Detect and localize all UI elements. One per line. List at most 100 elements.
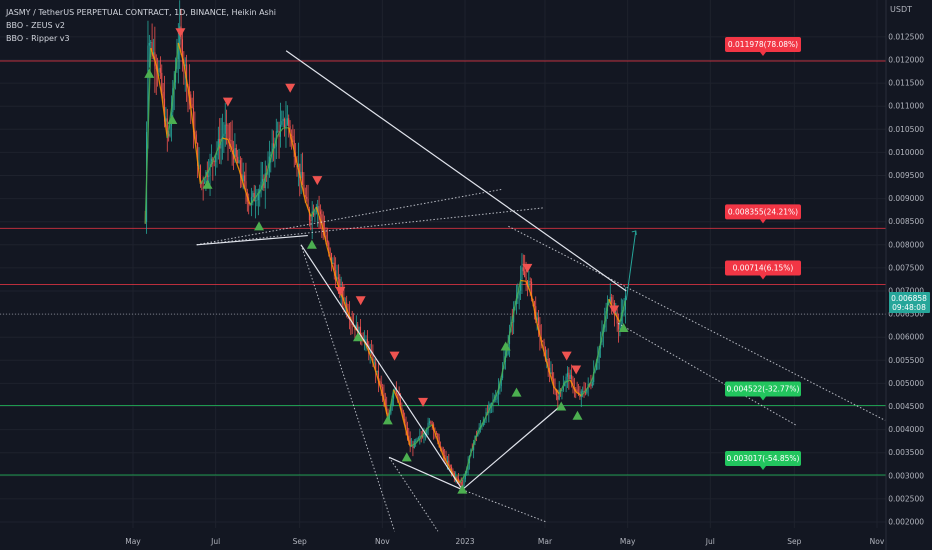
moving-average-segment [525,281,533,297]
candle-body [598,348,600,358]
buy-signal-triangle [202,179,213,189]
candle-body [238,160,240,163]
level-label-pointer [760,466,766,471]
trendline-dotted [196,207,544,246]
last-price-countdown: 09:48:08 [892,303,926,312]
candle-body [358,326,360,335]
price-tick-label: 0.007500 [888,263,924,272]
time-tick-label: Jul [210,537,220,546]
candle-body [355,324,357,331]
sell-signal-triangle [285,83,296,93]
moving-average-segment [150,47,157,65]
candle-body [401,407,403,411]
moving-average-segment [249,196,257,205]
candle-body [166,118,168,134]
candle-body [315,210,317,213]
candle-body [520,279,522,291]
sell-signal-triangle [312,176,323,186]
moving-average-segment [547,367,555,387]
candle-body [611,297,613,303]
candle-body [456,476,458,479]
candle-body [336,277,338,281]
candle-body [162,91,164,99]
candle-body [307,198,309,210]
level-label-box [725,451,801,467]
symbol-title[interactable]: JASMY / TetherUS PERPETUAL CONTRACT, 1D,… [6,8,277,17]
moving-average-segment [459,473,466,484]
price-tick-label: 0.009500 [888,171,924,180]
level-label-box [725,204,801,220]
moving-average-segment [321,224,328,249]
time-tick-label: May [620,537,636,546]
candle-body [253,192,255,201]
candle-body [332,262,334,264]
candle-body [437,433,439,438]
candle-body [572,378,574,388]
price-tick-label: 0.006000 [888,333,924,342]
moving-average-segment [514,280,522,306]
candle-body [422,436,424,438]
level-label-pointer [760,52,766,57]
candle-body [546,358,548,360]
candle-body [169,125,171,137]
price-axis-panel[interactable] [886,0,932,550]
moving-average-segment [437,440,444,457]
candle-body [341,287,344,298]
candle-body [308,209,310,221]
candle-body [226,124,228,126]
candle-body [177,44,179,60]
price-tick-label: 0.008500 [888,217,924,226]
candle-body [321,214,323,224]
sell-signal-triangle [335,287,346,296]
buy-signal-triangle [511,387,522,397]
candle-body [452,470,454,474]
candle-body [285,124,287,129]
price-tick-label: 0.010000 [888,148,924,157]
candle-body [255,200,257,202]
candle-body [284,118,286,129]
candle-body [270,154,272,157]
candle-body [242,175,244,181]
candle-body [561,390,563,392]
candle-body [368,345,370,354]
moving-average-segment [415,436,422,444]
candle-body [326,240,328,243]
candle-body [314,212,316,216]
candle-body [491,402,493,404]
candle-body [441,447,443,451]
candle-body [277,130,279,132]
moving-average-segment [448,466,455,477]
candle-body [521,267,523,280]
candle-body [571,374,573,379]
buy-signal-triangle [382,415,393,425]
candle-body [369,351,371,354]
candle-body [463,479,465,486]
trendline-dotted [617,322,796,426]
indicator-ripper[interactable]: BBO - Ripper v3 [6,34,70,43]
moving-average-segment [183,63,190,97]
candle-body [286,118,288,125]
candle-body [522,267,524,272]
sell-signal-triangle [418,397,429,407]
sell-signal-triangle [355,296,366,306]
chart-legend: JASMY / TetherUS PERPETUAL CONTRACT, 1D,… [6,6,276,45]
signal-markers [144,28,629,494]
candle-body [584,392,586,394]
candle-body [579,394,581,397]
candle-body [528,281,530,287]
buy-signal-triangle [167,115,178,125]
candle-body [550,372,552,374]
indicator-zeus[interactable]: BBO - ZEUS v2 [6,21,65,30]
candle-body [217,138,219,150]
candle-body [457,478,460,481]
time-axis[interactable]: May Jul Sep Nov 2023 Mar May Jul Sep Nov [125,537,885,546]
price-axis[interactable]: 0.012500 0.012000 0.011500 0.011000 0.010500… [888,32,924,526]
candle-body [168,133,170,137]
moving-average-segment [343,301,351,317]
buy-signal-triangle [254,221,265,231]
candle-body [442,450,444,456]
candle-body [416,438,418,441]
candle-body [379,380,381,382]
candle-body [366,339,368,346]
